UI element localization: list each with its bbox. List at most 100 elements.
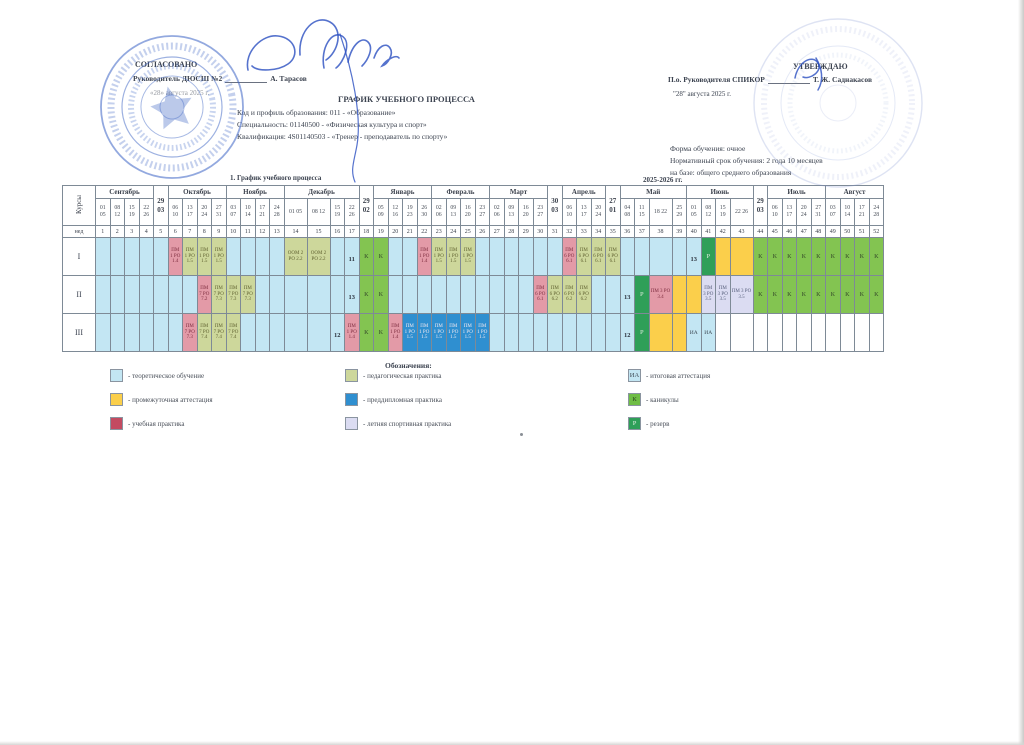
week-date: 19 (128, 212, 135, 218)
week-date: 17 (186, 212, 193, 218)
schedule-cell: К (810, 275, 826, 314)
week-date: 31 (215, 212, 222, 218)
week-date: 06 (566, 205, 573, 212)
week-date: 27 (215, 205, 222, 212)
schedule-cell (671, 275, 687, 314)
week-date: 12 (114, 212, 121, 218)
schedule-cell (138, 313, 154, 352)
schedule-cell: ПМ 6 РО 6.1 (532, 275, 548, 314)
week-dates-cell: 25 29 (671, 198, 687, 226)
legend-label: - учебная практика (128, 419, 185, 428)
week-date: 21 (259, 212, 266, 218)
week-dates-cell: 16 20 (518, 198, 534, 226)
schedule-cell (167, 313, 183, 352)
schedule-cell-text: ПМ 1 РО 1.5 (433, 323, 444, 341)
schedule-cell-text: ПМ 6 РО 6.2 (564, 285, 575, 303)
schedule-cell: К (839, 237, 855, 276)
schedule-cell: К (358, 237, 374, 276)
week-date: 11 (638, 205, 645, 212)
week-date: 27 (815, 205, 822, 212)
week-number-cell: 21 (402, 225, 418, 238)
scan-speck (520, 433, 523, 436)
week-date: 23 (406, 212, 413, 218)
schedule-cell (752, 313, 768, 352)
week-dates-cell: 20 24 (196, 198, 212, 226)
legend-item: - теоретическое обучение (110, 369, 204, 382)
schedule-cell-text: ПМ 6 РО 6.1 (564, 247, 575, 265)
schedule-cell-text: ПМ 3 РО 3.4 (650, 288, 671, 300)
week-dates-cell: 18 22 (648, 198, 673, 226)
week-date: 17 (580, 212, 587, 218)
week-number-cell: 5 (153, 225, 169, 238)
legend-swatch-a (110, 393, 123, 406)
legend-label: - итоговая аттестация (646, 371, 711, 380)
dates-row: 01 05 08 12 15 19 22 26 06 10 13 17 20 24 27 31 03 07 10 14… (63, 198, 884, 226)
schedule-cell: К (868, 275, 884, 314)
week-dates-cell: 23 27 (532, 198, 548, 226)
schedule-cell-text: ООМ 2 РО 2.2 (287, 250, 304, 262)
week-date: 16 (522, 205, 529, 212)
week-date: 18 22 (653, 208, 668, 215)
legend-swatch-k: К (628, 393, 641, 406)
week-number-cell: 6 (167, 225, 183, 238)
schedule-cell-text: ПМ 7 РО 7.3 (228, 285, 239, 303)
schedule-cell-text: ПМ 7 РО 7.4 (228, 323, 239, 341)
week-dates-cell: 26 30 (416, 198, 432, 226)
document-title: ГРАФИК УЧЕБНОГО ПРОЦЕССА (338, 94, 475, 104)
legend-item: - учебная практика (110, 417, 184, 430)
week-dates-cell: 09 13 (503, 198, 519, 226)
schedule-cell-text: ПМ 7 РО 7.3 (213, 285, 224, 303)
week-dates-cell: 01 05 (283, 198, 308, 226)
schedule-cell: ПМ 1 РО 1.4 (416, 237, 432, 276)
week-date: 20 (595, 205, 602, 212)
legend-item: - педагогическая практика (345, 369, 441, 382)
schedule-cell-text: ПМ 6 РО 6.1 (578, 247, 589, 265)
week-number-cell: 19 (373, 225, 389, 238)
week-date: 09 (508, 205, 515, 212)
week-number-cell: 10 (225, 225, 241, 238)
legend-item: - промежуточная аттестация (110, 393, 213, 406)
schedule-cell (329, 237, 345, 276)
week-dates-cell: 02 06 (431, 198, 447, 226)
week-number-cell: 25 (460, 225, 476, 238)
week-number-cell: 18 (358, 225, 374, 238)
schedule-cell: ПМ 1 РО 1.5 (460, 313, 476, 352)
schedule-cell-text: ПМ 7 РО 7.4 (199, 323, 210, 341)
schedule-cell: 13 (344, 275, 360, 314)
week-date: 13 (186, 205, 193, 212)
schedule-cell: 11 (344, 237, 360, 276)
week-date: 28 (273, 212, 280, 218)
week-dates-cell: 01 05 (95, 198, 111, 226)
week-date: 29 (157, 197, 165, 206)
week-date: 08 (624, 212, 631, 218)
schedule-cell (109, 275, 125, 314)
schedule-cell-text: ПМ 1 РО 1.5 (477, 323, 488, 341)
schedule-cell (387, 275, 403, 314)
week-dates-cell: 01 05 (686, 198, 702, 226)
schedule-cell: ПМ 6 РО 6.1 (576, 237, 592, 276)
merged-week-header-cell: 27 01 (605, 185, 621, 226)
schedule-cell (269, 237, 285, 276)
week-number-cell: 44 (752, 225, 768, 238)
week-dates-cell: 09 13 (445, 198, 461, 226)
week-date: 17 (786, 212, 793, 218)
courses-header-cell: Курсы (62, 185, 96, 226)
week-date: 20 (201, 205, 208, 212)
schedule-cell (95, 313, 111, 352)
week-date: 13 (450, 212, 457, 218)
schedule-cell-text: ПМ 1 РО 1.5 (462, 323, 473, 341)
week-number-cell: 51 (854, 225, 870, 238)
week-number-cell: 42 (715, 225, 731, 238)
week-dates-cell: 13 17 (182, 198, 198, 226)
schedule-cell: К (752, 237, 768, 276)
week-number-cell: 1 (95, 225, 111, 238)
schedule-cell (825, 313, 841, 352)
schedule-cell: К (796, 237, 812, 276)
week-number-cell: 33 (576, 225, 592, 238)
schedule-cell (269, 313, 285, 352)
schedule-cell-text: ПМ 1 РО 1.4 (419, 247, 430, 265)
schedule-cell (854, 313, 870, 352)
week-date: 24 (873, 205, 880, 212)
month-header-cell: Июнь (686, 185, 754, 199)
schedule-cell: Р (700, 237, 716, 276)
